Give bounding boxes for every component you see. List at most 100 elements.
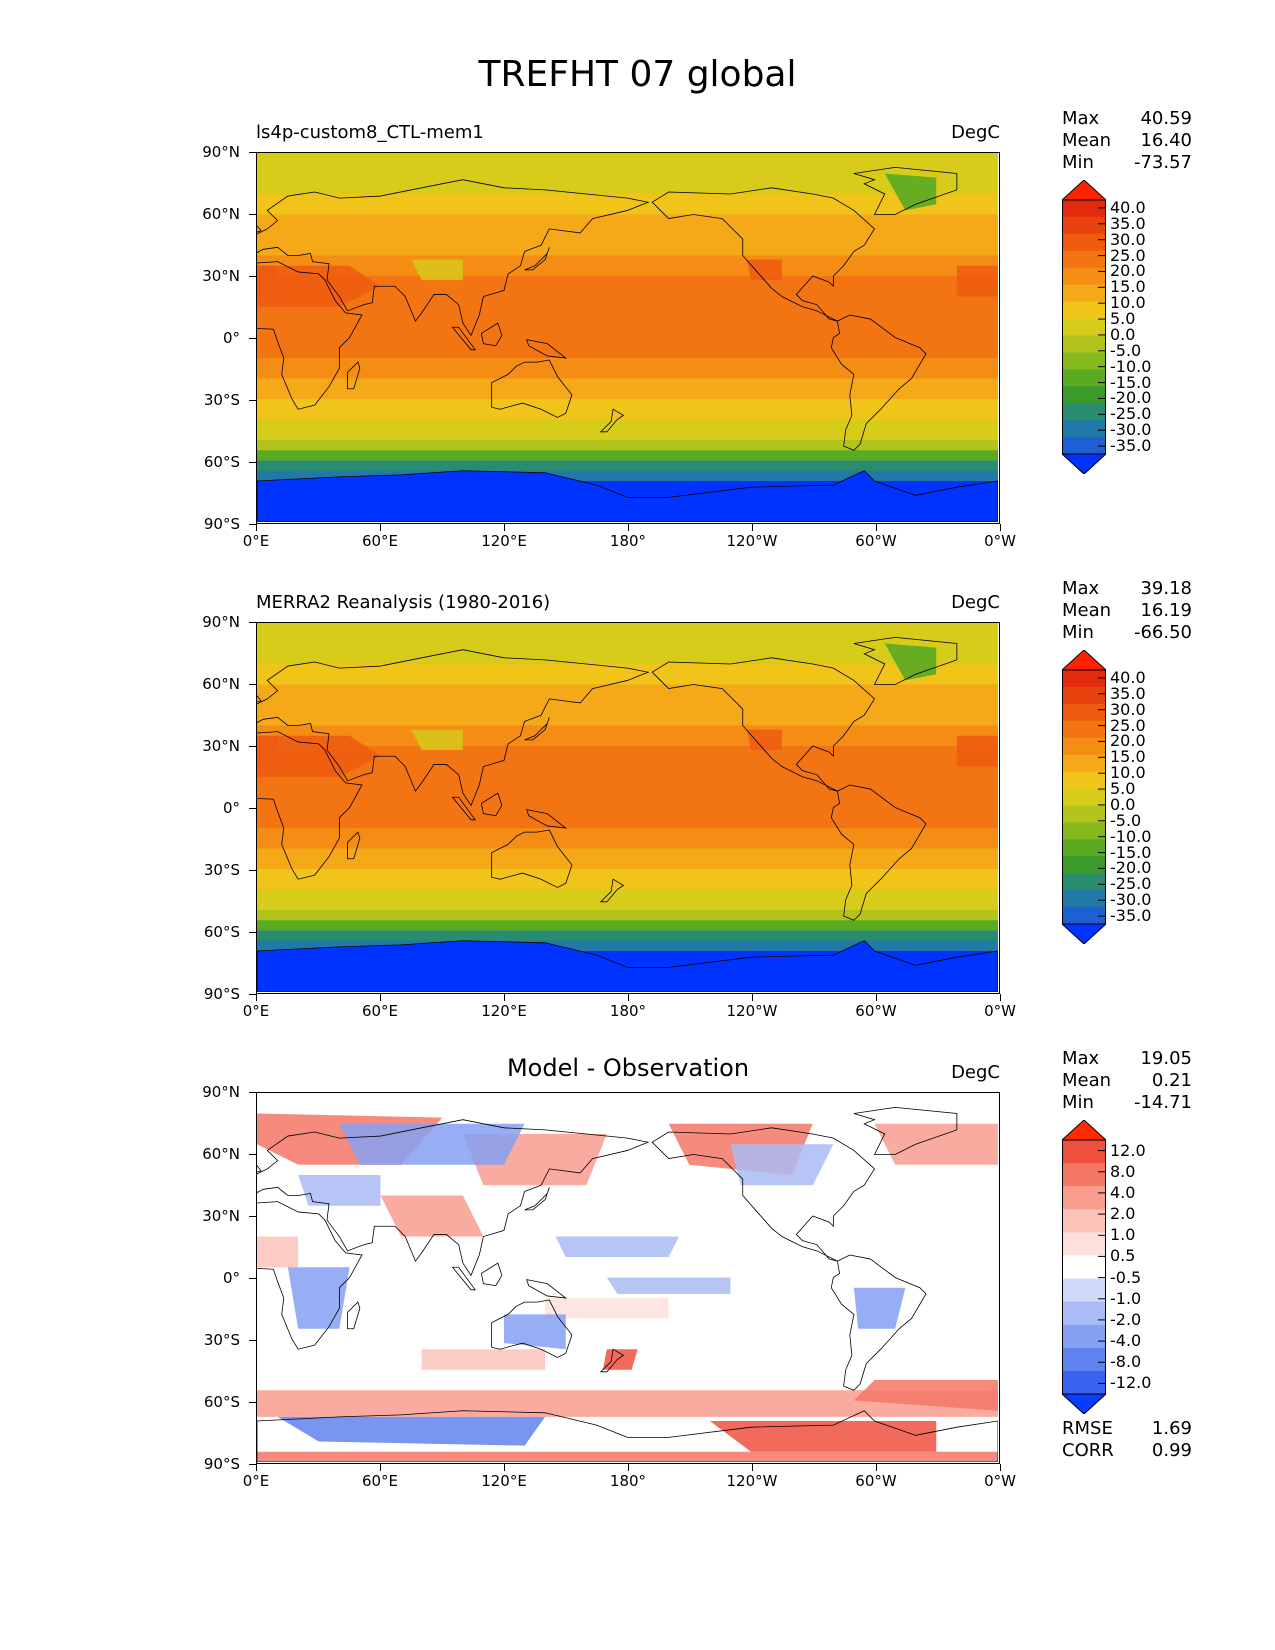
colorbar-tick-label: -4.0 [1110,1331,1142,1351]
y-tick-mark [249,523,256,525]
y-tick-label: 30°S [203,1331,240,1349]
map-plot [256,152,1000,524]
map-field [257,153,998,522]
colorbar-segment [1062,386,1106,404]
colorbar-segment [1062,352,1106,370]
colorbar-segment [1062,703,1106,722]
y-tick-label: 90°N [202,1083,240,1101]
colorbar-extend-top [1060,179,1108,201]
metric-label: CORR [1062,1440,1114,1461]
colorbar-segment [1062,737,1106,756]
colorbar-tick-label: -35.0 [1110,906,1152,926]
colorbar-tick-label: 10.0 [1110,763,1146,783]
y-tick-label: 60°N [202,675,240,693]
y-tick-label: 60°S [203,1393,240,1411]
x-tick-mark [875,994,877,1001]
y-tick-mark [249,745,256,747]
x-tick-mark [627,524,629,531]
colorbar-segment [1062,1209,1106,1233]
stat-label: Min [1062,1092,1094,1113]
colorbar-tick-label: 20.0 [1110,261,1146,281]
colorbar-segment [1062,437,1106,455]
x-tick-label: 0°E [242,532,270,550]
x-tick-label: 120°E [481,1472,527,1490]
colorbar-segment [1062,318,1106,336]
x-tick-mark [255,994,257,1001]
x-tick-label: 120°W [726,532,778,550]
y-tick-mark [249,1339,256,1341]
colorbar-tick-label: -5.0 [1110,340,1142,360]
colorbar [1060,649,1108,945]
y-tick-label: 30°N [202,267,240,285]
stat-value: 0.21 [1151,1070,1192,1091]
colorbar-segment [1062,856,1106,874]
y-tick-label: 0° [222,799,240,817]
colorbar-tick-label: 0.0 [1110,324,1136,344]
colorbar-segment [1062,720,1106,739]
y-tick-label: 90°S [203,985,240,1003]
panel-difference: Model - Observation DegC 90°N 60°N 30°N 0° 30°… [0,1048,1275,1532]
colorbar-tick-label: 40.0 [1110,197,1146,217]
colorbar-segment [1062,200,1106,218]
colorbar-segment [1062,805,1106,823]
y-tick-mark [249,1277,256,1279]
y-tick-label: 60°N [202,205,240,223]
stat-label: Mean [1062,130,1112,151]
x-tick-label: 0°W [984,1472,1016,1490]
y-tick-label: 90°N [202,613,240,631]
x-tick-label: 180° [609,1002,647,1020]
y-tick-mark [249,1215,256,1217]
colorbar-segment [1062,1186,1106,1210]
map-plot [256,622,1000,994]
panel-center-title: Model - Observation [506,1054,750,1082]
x-tick-mark [875,524,877,531]
y-tick-mark [249,683,256,685]
y-tick-mark [249,399,256,401]
stat-value: 40.59 [1140,108,1192,129]
stat-label: Min [1062,622,1094,643]
x-tick-label: 0°E [242,1002,270,1020]
colorbar-segment [1062,1140,1106,1164]
colorbar-segment [1062,250,1106,269]
y-tick-mark [249,1153,256,1155]
x-tick-mark [999,994,1001,1001]
colorbar-tick-label: -30.0 [1110,890,1152,910]
stat-value: -73.57 [1133,152,1192,173]
y-tick-label: 30°S [203,861,240,879]
y-tick-label: 60°N [202,1145,240,1163]
colorbar-tick-label: 2.0 [1110,1204,1136,1224]
colorbar-tick-label: 40.0 [1110,667,1146,687]
metric-value: 0.99 [1151,1440,1192,1461]
colorbar-segment [1062,1347,1106,1372]
colorbar-segment [1062,686,1106,705]
colorbar-segment [1062,1301,1106,1326]
x-tick-label: 60°E [361,532,399,550]
x-tick-mark [627,1464,629,1471]
x-tick-mark [875,1464,877,1471]
colorbar-segment [1062,873,1106,891]
stat-label: Mean [1062,600,1112,621]
colorbar-segment [1062,1324,1106,1349]
x-tick-label: 0°E [242,1472,270,1490]
y-tick-mark [249,807,256,809]
y-tick-label: 60°S [203,453,240,471]
figure-title: TREFHT 07 global [478,54,797,95]
colorbar-tick-label: 5.0 [1110,779,1136,799]
colorbar-tick-label: 0.5 [1110,1246,1136,1266]
colorbar-tick-label: 25.0 [1110,715,1146,735]
x-tick-mark [999,1464,1001,1471]
x-tick-mark [255,1464,257,1471]
stat-value: 19.05 [1140,1048,1192,1069]
stat-value: -14.71 [1133,1092,1192,1113]
colorbar-segment [1062,890,1106,908]
colorbar-tick-label: 15.0 [1110,277,1146,297]
y-tick-mark [249,461,256,463]
y-tick-label: 90°N [202,143,240,161]
panel-observation: MERRA2 Reanalysis (1980-2016) DegC 90°N 60°… [0,578,1275,1062]
colorbar-tick-label: 20.0 [1110,731,1146,751]
colorbar-tick-label: -25.0 [1110,874,1152,894]
stat-label: Max [1062,1048,1100,1069]
y-tick-label: 30°S [203,391,240,409]
colorbar-tick-label: -25.0 [1110,404,1152,424]
colorbar-tick-label: -15.0 [1110,372,1152,392]
